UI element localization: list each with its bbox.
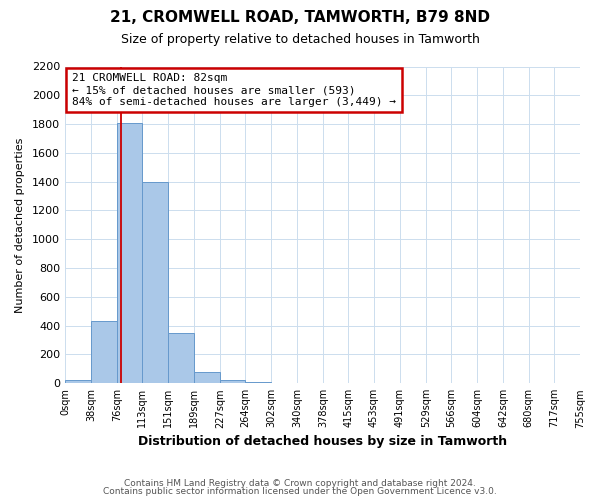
- Bar: [245, 382, 271, 383]
- X-axis label: Distribution of detached houses by size in Tamworth: Distribution of detached houses by size …: [138, 434, 507, 448]
- Bar: [168, 333, 194, 383]
- Text: Contains public sector information licensed under the Open Government Licence v3: Contains public sector information licen…: [103, 487, 497, 496]
- Bar: [91, 322, 117, 383]
- Bar: [117, 122, 142, 383]
- Text: 21, CROMWELL ROAD, TAMWORTH, B79 8ND: 21, CROMWELL ROAD, TAMWORTH, B79 8ND: [110, 10, 490, 25]
- Text: Size of property relative to detached houses in Tamworth: Size of property relative to detached ho…: [121, 32, 479, 46]
- Bar: [65, 380, 91, 383]
- Bar: [142, 182, 168, 383]
- Text: Contains HM Land Registry data © Crown copyright and database right 2024.: Contains HM Land Registry data © Crown c…: [124, 478, 476, 488]
- Bar: [194, 372, 220, 383]
- Y-axis label: Number of detached properties: Number of detached properties: [15, 137, 25, 312]
- Text: 21 CROMWELL ROAD: 82sqm
← 15% of detached houses are smaller (593)
84% of semi-d: 21 CROMWELL ROAD: 82sqm ← 15% of detache…: [72, 74, 396, 106]
- Bar: [220, 380, 245, 383]
